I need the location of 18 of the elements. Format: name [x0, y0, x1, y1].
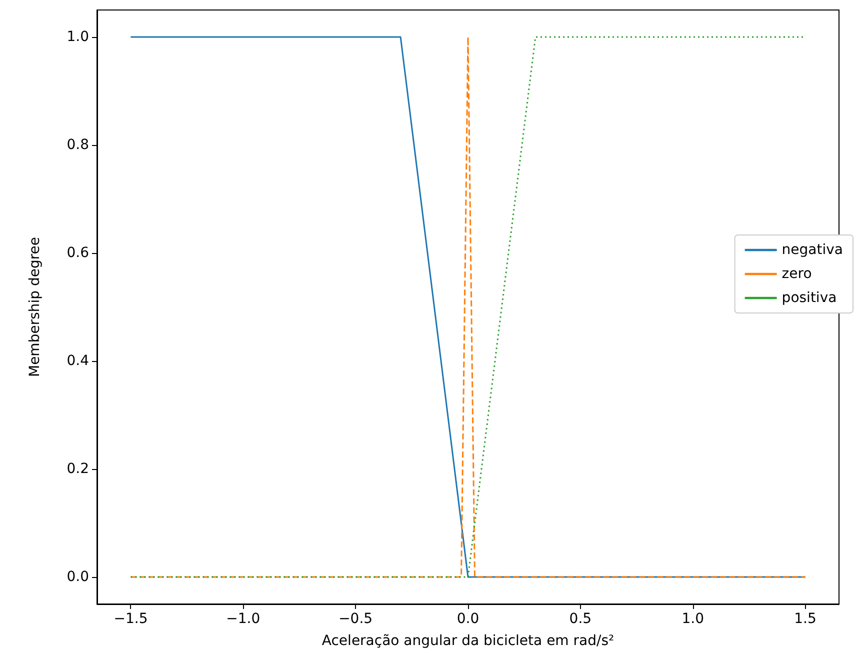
- x-axis-title: Aceleração angular da bicicleta em rad/s²: [322, 633, 614, 649]
- y-tick-label: 0.2: [66, 461, 89, 477]
- y-tick-label: 0.4: [66, 353, 90, 369]
- y-tick-label: 0.8: [66, 137, 89, 153]
- x-tick-label: 1.0: [682, 611, 704, 627]
- y-tick-label: 1.0: [66, 29, 89, 45]
- y-tick-label: 0.0: [66, 569, 89, 585]
- legend-label: positiva: [782, 290, 837, 306]
- x-tick-label: −0.5: [338, 611, 373, 627]
- x-tick-label: 1.5: [794, 611, 816, 627]
- x-tick-label: −1.0: [226, 611, 260, 627]
- x-tick-label: 0.0: [456, 611, 480, 627]
- legend-label: negativa: [782, 242, 844, 258]
- x-tick-label: 0.5: [569, 611, 592, 627]
- y-axis-title: Membership degree: [27, 236, 43, 378]
- legend-label: zero: [782, 266, 812, 282]
- y-tick-label: 0.6: [66, 245, 90, 261]
- x-tick-label: −1.5: [114, 611, 148, 627]
